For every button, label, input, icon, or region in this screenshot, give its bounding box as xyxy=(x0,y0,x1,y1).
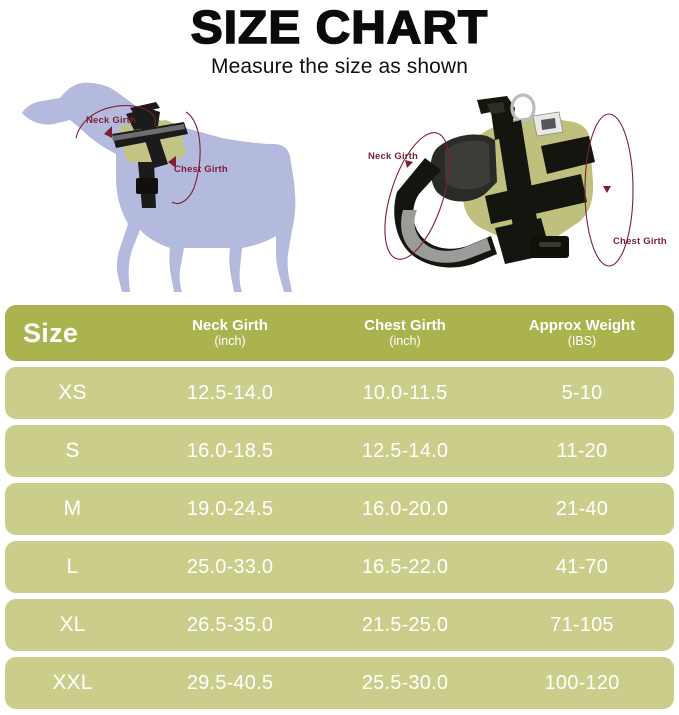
neck-girth-ellipse xyxy=(384,132,450,260)
cell-neck: 16.0-18.5 xyxy=(186,439,274,462)
dog-chest-girth-label: Chest Girth xyxy=(174,164,228,175)
size-chart-table: Size Neck Girth (inch) Chest Girth (inch… xyxy=(5,305,674,715)
column-header-approx-weight: Approx Weight (IBS) xyxy=(490,316,674,349)
column-header-approx-weight-unit: (IBS) xyxy=(567,333,597,348)
product-harness-photo: Neck Girth Chest Girth xyxy=(345,78,675,300)
table-row: XXL 29.5-40.5 25.5-30.0 100-120 xyxy=(5,657,674,709)
dog-silhouette-svg xyxy=(22,82,296,292)
harness-handle-inner xyxy=(487,102,505,114)
cell-neck: 26.5-35.0 xyxy=(186,613,274,636)
column-header-neck-girth-label: Neck Girth xyxy=(192,316,268,334)
neck-girth-arc xyxy=(75,105,157,139)
table-header-row: Size Neck Girth (inch) Chest Girth (inch… xyxy=(5,305,674,361)
harness-product-svg xyxy=(384,93,634,268)
cell-neck: 12.5-14.0 xyxy=(186,381,274,404)
chest-girth-arrowhead xyxy=(168,156,176,168)
harness-buckle-slot xyxy=(539,242,561,247)
harness-strap-diagonal xyxy=(541,136,595,174)
page-subtitle: Measure the size as shown xyxy=(211,55,468,78)
cell-chest: 25.5-30.0 xyxy=(361,671,449,694)
table-row: M 19.0-24.5 16.0-20.0 21-40 xyxy=(5,483,674,535)
product-chest-girth-label: Chest Girth xyxy=(613,236,667,247)
column-header-chest-girth: Chest Girth (inch) xyxy=(320,316,490,349)
cell-size: XL xyxy=(59,613,86,636)
table-row: XL 26.5-35.0 21.5-25.0 71-105 xyxy=(5,599,674,651)
page-title: SIZE CHART xyxy=(190,1,489,53)
page-header: SIZE CHART Measure the size as shown xyxy=(0,0,679,77)
column-header-chest-girth-label: Chest Girth xyxy=(364,316,446,334)
cell-chest: 16.5-22.0 xyxy=(361,555,449,578)
dog-harness-diagram: Neck Girth Chest Girth xyxy=(8,78,328,300)
chest-girth-arc xyxy=(171,111,201,205)
cell-size: S xyxy=(65,439,80,462)
column-header-neck-girth: Neck Girth (inch) xyxy=(140,316,320,349)
logo-patch-mark xyxy=(541,118,556,130)
harness-strap-diagonal xyxy=(136,110,168,168)
column-header-neck-girth-unit: (inch) xyxy=(214,333,246,348)
dog-body-shape xyxy=(22,82,296,292)
cell-chest: 16.0-20.0 xyxy=(361,497,449,520)
cell-weight: 100-120 xyxy=(544,671,620,694)
cell-weight: 41-70 xyxy=(555,555,609,578)
harness-reflective-stripe xyxy=(401,210,491,263)
cell-size: XS xyxy=(58,381,87,404)
dog-neck-girth-label: Neck Girth xyxy=(86,115,137,126)
column-header-size: Size xyxy=(23,317,79,348)
product-neck-girth-label: Neck Girth xyxy=(368,151,419,162)
harness-handle xyxy=(130,102,160,114)
cell-chest: 12.5-14.0 xyxy=(361,439,449,462)
cell-size: L xyxy=(66,555,79,578)
cell-weight: 11-20 xyxy=(556,439,608,462)
cell-neck: 29.5-40.5 xyxy=(186,671,274,694)
harness-strap-lower-diagonal xyxy=(485,174,587,224)
neck-girth-arrowhead xyxy=(104,126,112,138)
chest-girth-arrowhead xyxy=(603,186,611,193)
harness-reflective-trim xyxy=(112,124,185,141)
cell-chest: 21.5-25.0 xyxy=(361,613,449,636)
table-row: L 25.0-33.0 16.5-22.0 41-70 xyxy=(5,541,674,593)
neck-girth-arrowhead xyxy=(405,160,413,168)
table-row: S 16.0-18.5 12.5-14.0 11-20 xyxy=(5,425,674,477)
cell-weight: 5-10 xyxy=(561,381,603,404)
illustration-band: Neck Girth Chest Girth xyxy=(0,78,679,300)
table-row: XS 12.5-14.0 10.0-11.5 5-10 xyxy=(5,367,674,419)
cell-neck: 25.0-33.0 xyxy=(186,555,274,578)
cell-neck: 19.0-24.5 xyxy=(186,497,274,520)
metal-d-ring xyxy=(510,93,536,123)
harness-mesh-texture xyxy=(445,140,490,190)
column-header-chest-girth-unit: (inch) xyxy=(389,333,421,348)
cell-size: XXL xyxy=(52,671,93,694)
column-header-approx-weight-label: Approx Weight xyxy=(528,316,636,334)
harness-buckle xyxy=(136,178,158,194)
cell-weight: 21-40 xyxy=(555,497,609,520)
chest-girth-ellipse xyxy=(584,113,634,267)
cell-weight: 71-105 xyxy=(550,613,614,636)
cell-chest: 10.0-11.5 xyxy=(362,381,448,404)
cell-size: M xyxy=(63,497,82,520)
